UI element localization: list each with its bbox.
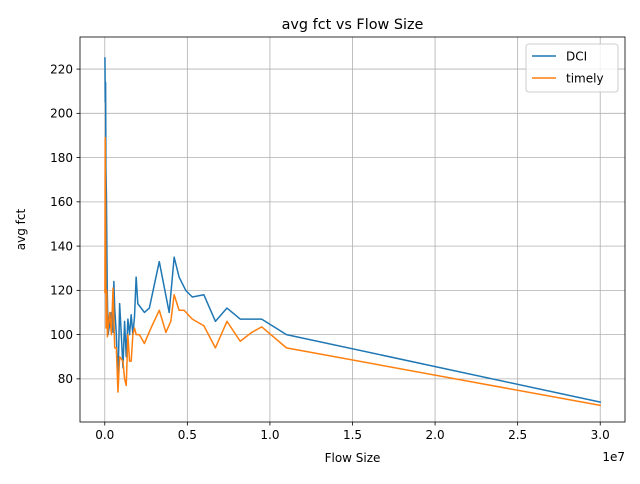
- y-tick-label: 200: [50, 107, 73, 121]
- x-axis-offset-label: 1e7: [602, 450, 625, 464]
- series-line-timely: [104, 136, 602, 407]
- y-axis-label: avg fct: [14, 209, 28, 251]
- legend-label-timely: timely: [566, 72, 604, 86]
- x-tick-label: 0.0: [95, 428, 114, 442]
- chart-title: avg fct vs Flow Size: [282, 17, 424, 33]
- x-tick-label: 1.5: [343, 428, 362, 442]
- y-tick-label: 160: [50, 195, 73, 209]
- x-axis-ticks: 0.0 0.5 1.0 1.5 2.0 2.5 3.0: [95, 422, 610, 442]
- x-tick-label: 1.0: [260, 428, 279, 442]
- y-tick-label: 220: [50, 62, 73, 76]
- y-tick-label: 140: [50, 239, 73, 253]
- y-tick-label: 120: [50, 284, 73, 298]
- y-tick-label: 180: [50, 151, 73, 165]
- legend: DCI timely: [525, 43, 619, 93]
- y-tick-label: 100: [50, 328, 73, 342]
- x-tick-label: 2.5: [508, 428, 527, 442]
- x-tick-label: 0.5: [178, 428, 197, 442]
- grid-layer: [80, 37, 625, 422]
- series-line-dci: [104, 57, 602, 403]
- x-axis-label: Flow Size: [325, 451, 381, 465]
- x-tick-label: 3.0: [591, 428, 610, 442]
- series-layer: [104, 57, 602, 407]
- legend-label-dci: DCI: [566, 50, 587, 64]
- y-axis-ticks: 80 100 120 140 160 180 200 220: [50, 62, 80, 386]
- y-tick-label: 80: [58, 372, 73, 386]
- x-tick-label: 2.0: [426, 428, 445, 442]
